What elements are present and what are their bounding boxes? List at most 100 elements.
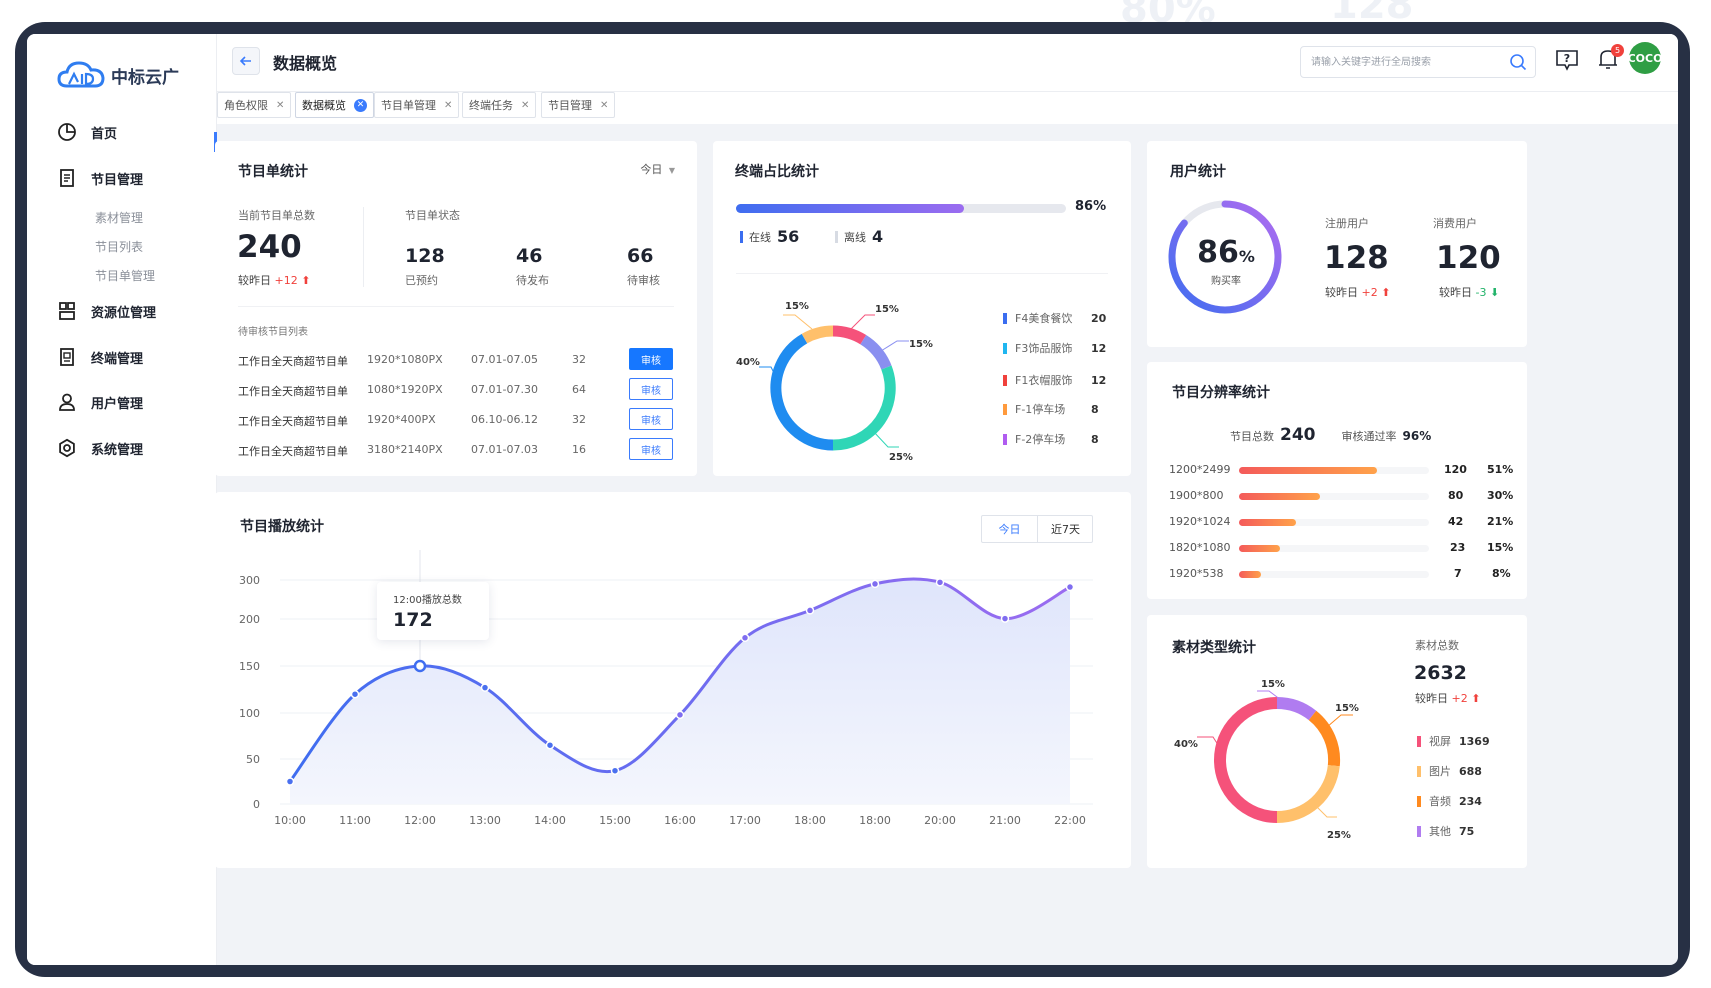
playback-stats-card: 节目播放统计 今日 近7天 300 200 150 100 50 0 10:00 11:00… (215, 492, 1131, 868)
sidebar-item-label: 终端管理 (91, 351, 144, 367)
legend-value: 75 (1459, 824, 1475, 838)
sidebar-item-settings[interactable]: 系统管理 (57, 438, 143, 458)
sidebar-subitem-program-list[interactable]: 节目列表 (95, 240, 144, 254)
legend-mark (1003, 403, 1007, 415)
x-tick-label: 22:00 (1054, 814, 1086, 827)
close-icon[interactable]: ✕ (521, 99, 530, 111)
sidebar-item-resources[interactable]: 资源位管理 (57, 301, 156, 321)
data-point[interactable] (1000, 614, 1010, 623)
data-point-highlight[interactable] (413, 659, 427, 673)
legend-mark (1003, 312, 1007, 324)
sidebar-item-terminals[interactable]: 终端管理 (57, 347, 143, 367)
tab-playlist-management[interactable]: 节目单管理 ✕ (374, 92, 460, 118)
resolution-label: 1920*1024 (1169, 515, 1231, 528)
x-tick-label: 14:00 (534, 814, 566, 827)
close-icon[interactable]: ✕ (600, 99, 609, 111)
online-progress-fill (736, 204, 964, 213)
toggle-7days[interactable]: 近7天 (1051, 523, 1080, 536)
data-point[interactable] (935, 578, 945, 587)
legend-mark (740, 230, 743, 243)
resolution-count: 7 (1454, 567, 1462, 580)
offline-stat: 离线 4 (835, 227, 883, 246)
resolution-count: 23 (1450, 541, 1466, 554)
review-button[interactable]: 审核 (629, 348, 673, 370)
review-button[interactable]: 审核 (629, 378, 673, 400)
row-name: 工作日全天商超节目单 (238, 445, 348, 458)
total-label: 节目总数 (1230, 430, 1274, 443)
resolution-count: 80 (1448, 489, 1464, 502)
avatar[interactable]: COCO (1628, 42, 1662, 74)
logo[interactable]: 中标云广 (57, 60, 179, 90)
data-point[interactable] (870, 579, 880, 589)
data-point[interactable] (675, 710, 685, 720)
help-icon[interactable]: ? (1555, 49, 1579, 71)
compare-label: 较昨日 (1439, 286, 1472, 299)
legend-label: 图片 (1429, 765, 1451, 778)
x-tick-label: 18:00 (859, 814, 891, 827)
compare-label: 较昨日 (1325, 286, 1358, 299)
data-point[interactable] (285, 777, 295, 786)
x-tick-label: 13:00 (469, 814, 501, 827)
review-button[interactable]: 审核 (629, 408, 673, 430)
date-filter-dropdown[interactable]: 今日 ▼ (640, 161, 675, 177)
divider (736, 273, 1108, 274)
sidebar-item-label: 首页 (91, 126, 118, 142)
online-label: 在线 (749, 230, 771, 244)
donut-label: 25% (889, 452, 913, 463)
sidebar-subitem-materials[interactable]: 素材管理 (95, 211, 144, 225)
tab-label: 角色权限 (224, 99, 268, 112)
y-axis: 300 200 150 100 50 0 (239, 574, 260, 811)
tab-role-permissions[interactable]: 角色权限 ✕ (217, 92, 292, 118)
data-point[interactable] (805, 606, 815, 615)
y-tick-label: 100 (239, 707, 260, 720)
sidebar-item-programs[interactable]: 节目管理 (57, 168, 143, 188)
card-title: 终端占比统计 (735, 164, 819, 180)
status-name: 待审核 (627, 274, 660, 287)
search-icon[interactable] (1509, 53, 1527, 71)
global-search[interactable] (1300, 46, 1536, 78)
chart-tooltip: 12:00播放总数 172 (377, 582, 489, 640)
row-count: 32 (572, 353, 586, 366)
period-toggle: 今日 近7天 (981, 515, 1093, 543)
review-button[interactable]: 审核 (629, 438, 673, 460)
data-point[interactable] (480, 683, 490, 692)
sidebar-item-users[interactable]: 用户管理 (57, 392, 143, 412)
data-point[interactable] (350, 689, 360, 699)
close-icon[interactable]: ✕ (276, 99, 285, 111)
sidebar-item-home[interactable]: 首页 (57, 122, 117, 142)
status-label: 节目单状态 (405, 209, 460, 222)
close-icon[interactable]: ✕ (354, 98, 367, 112)
tab-data-overview[interactable]: 数据概览 ✕ (295, 92, 374, 118)
row-name: 工作日全天商超节目单 (238, 355, 348, 368)
total-label: 当前节目单总数 (238, 209, 315, 222)
close-icon[interactable]: ✕ (444, 99, 453, 111)
search-input[interactable] (1301, 47, 1481, 77)
divider (363, 207, 364, 287)
toggle-today[interactable]: 今日 (998, 523, 1021, 536)
sidebar-subitem-playlist[interactable]: 节目单管理 (95, 269, 156, 283)
data-point[interactable] (1065, 582, 1075, 592)
x-tick-label: 11:00 (339, 814, 371, 827)
registered-value: 128 (1324, 240, 1389, 276)
arrow-left-icon (239, 56, 251, 66)
data-point[interactable] (610, 766, 620, 775)
tab-program-management[interactable]: 节目管理 ✕ (541, 92, 616, 118)
legend-label: F4美食餐饮 (1015, 312, 1073, 325)
row-dates: 07.01-07.30 (471, 383, 538, 396)
back-button[interactable] (232, 47, 260, 75)
donut-ring (770, 325, 896, 451)
data-point[interactable] (740, 633, 750, 643)
legend-value: 234 (1459, 794, 1482, 808)
leader-lines (1197, 690, 1353, 818)
resolution-stats-card: 节目分辨率统计 节目总数 240 审核通过率 96% 1200*2499 120… (1147, 362, 1527, 599)
compare-value: -3 (1475, 286, 1487, 299)
data-point[interactable] (545, 740, 555, 750)
row-resolution: 3180*2140PX (367, 443, 443, 456)
legend-label: F-1停车场 (1015, 403, 1066, 416)
y-tick-label: 150 (239, 660, 260, 673)
resolution-percent: 30% (1487, 489, 1514, 502)
total-value: 240 (237, 229, 302, 265)
legend-label: F-2停车场 (1015, 433, 1066, 446)
tab-terminal-tasks[interactable]: 终端任务 ✕ (462, 92, 537, 118)
donut-label: 15% (875, 304, 899, 315)
